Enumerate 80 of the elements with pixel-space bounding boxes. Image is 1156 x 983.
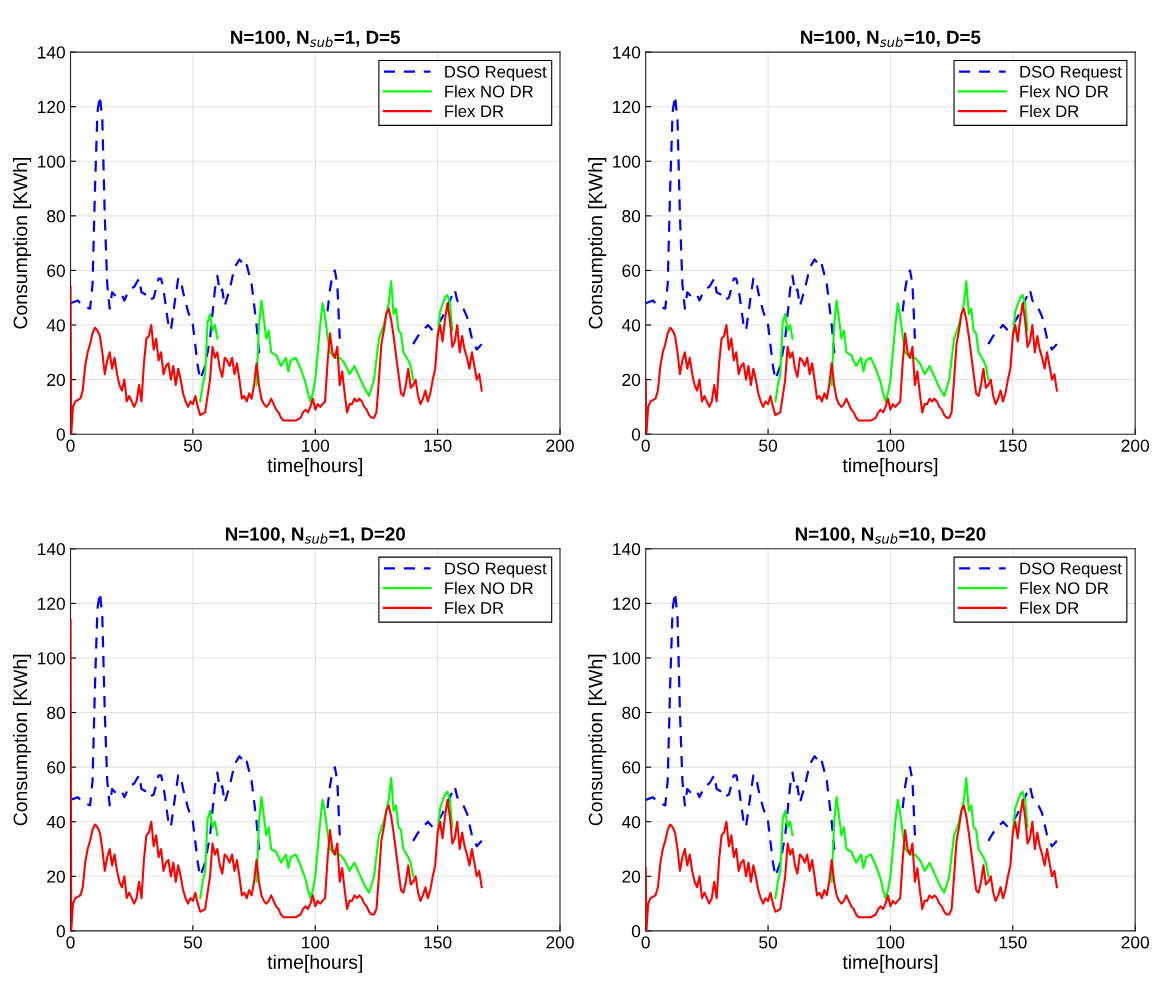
- y-tick-label: 140: [613, 542, 641, 556]
- line-series: [70, 618, 483, 931]
- line-series: [645, 302, 1058, 435]
- y-tick-label: 80: [47, 210, 65, 223]
- y-tick-label: 20: [47, 870, 65, 883]
- x-tick-label: 200: [546, 439, 574, 452]
- legend-label: DSO Request: [445, 65, 547, 81]
- legend-label: Flex DR: [445, 601, 504, 614]
- chart-title: N=100, N$_{sub}$=1, D=20: [225, 527, 405, 544]
- y-tick-label: 0: [631, 925, 641, 938]
- x-tick-label: 0: [66, 439, 75, 452]
- y-axis-title: Consumption [KWh]: [588, 158, 607, 329]
- y-tick-label: 40: [46, 815, 65, 829]
- line-series: [645, 798, 1058, 931]
- chart-title: N=100, N$_{sub}$=10, D=20: [795, 527, 986, 544]
- legend-label: DSO Request: [1020, 562, 1122, 578]
- y-tick-label: 100: [613, 155, 641, 168]
- legend-label: DSO Request: [1020, 65, 1122, 81]
- y-axis-title: Consumption [KWh]: [13, 654, 32, 826]
- y-tick-label: 60: [622, 761, 641, 774]
- y-tick-label: 120: [613, 597, 641, 610]
- x-axis-title: time[hours]: [842, 458, 938, 477]
- y-axis-title: Consumption [KWh]: [588, 654, 607, 826]
- y-tick-label: 20: [622, 373, 641, 387]
- x-tick-label: 50: [183, 439, 202, 452]
- y-tick-label: 120: [613, 100, 641, 114]
- x-axis-title: time[hours]: [267, 954, 362, 973]
- y-tick-label: 60: [622, 264, 641, 277]
- y-tick-label: 80: [622, 706, 641, 720]
- y-tick-label: 0: [56, 428, 65, 441]
- line-series: [70, 285, 483, 435]
- y-tick-label: 20: [622, 870, 641, 883]
- y-tick-label: 140: [38, 542, 65, 556]
- x-tick-label: 150: [424, 936, 452, 949]
- x-tick-label: 150: [999, 936, 1027, 949]
- x-tick-label: 100: [302, 936, 330, 949]
- y-tick-label: 0: [631, 428, 641, 441]
- x-tick-label: 0: [641, 439, 650, 452]
- y-tick-label: 120: [38, 597, 65, 610]
- legend-label: Flex NO DR: [1020, 85, 1109, 98]
- y-tick-label: 80: [622, 210, 641, 223]
- y-axis-title: Consumption [KWh]: [13, 158, 32, 329]
- y-tick-label: 60: [47, 761, 65, 774]
- y-tick-label: 20: [47, 373, 65, 387]
- legend-label: Flex DR: [1020, 104, 1079, 118]
- x-axis-title: time[hours]: [267, 458, 362, 477]
- y-tick-label: 40: [46, 319, 65, 332]
- x-tick-label: 150: [999, 439, 1027, 452]
- y-tick-label: 140: [613, 46, 641, 59]
- y-tick-label: 100: [38, 652, 65, 665]
- x-tick-label: 50: [759, 936, 778, 949]
- y-tick-label: 40: [621, 815, 641, 829]
- x-tick-label: 200: [546, 936, 574, 949]
- y-tick-label: 140: [38, 46, 65, 59]
- x-tick-label: 150: [424, 439, 452, 452]
- x-tick-label: 100: [877, 439, 905, 452]
- y-tick-label: 40: [621, 319, 641, 332]
- x-tick-label: 0: [66, 936, 75, 949]
- legend-label: Flex NO DR: [445, 581, 533, 595]
- chart-title: N=100, N$_{sub}$=1, D=5: [231, 30, 400, 47]
- y-tick-label: 80: [47, 706, 65, 720]
- y-tick-label: 0: [56, 925, 65, 938]
- y-tick-label: 100: [38, 155, 65, 168]
- x-tick-label: 50: [183, 936, 202, 949]
- legend-label: Flex DR: [1020, 601, 1079, 614]
- x-tick-label: 100: [877, 936, 905, 949]
- chart-title: N=100, N$_{sub}$=10, D=5: [801, 30, 981, 47]
- x-tick-label: 200: [1121, 936, 1149, 949]
- x-tick-label: 50: [759, 439, 778, 452]
- y-tick-label: 120: [38, 100, 65, 114]
- legend-label: Flex NO DR: [1020, 581, 1109, 595]
- x-tick-label: 0: [641, 936, 650, 949]
- x-axis-title: time[hours]: [842, 954, 938, 973]
- x-tick-label: 200: [1121, 439, 1149, 452]
- x-tick-label: 100: [302, 439, 330, 452]
- y-tick-label: 60: [47, 264, 65, 277]
- legend-label: DSO Request: [445, 562, 547, 578]
- legend-label: Flex NO DR: [445, 85, 533, 98]
- y-tick-label: 100: [613, 652, 641, 665]
- legend-label: Flex DR: [445, 104, 504, 118]
